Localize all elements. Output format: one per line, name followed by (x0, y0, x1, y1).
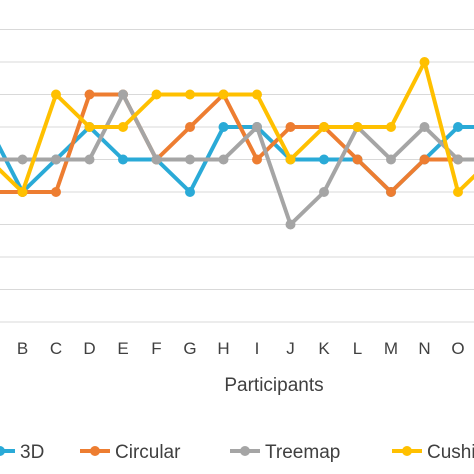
legend-label-cushion: Cushion (427, 442, 474, 463)
data-point-treemap-B (17, 154, 28, 165)
x-tick-label-M: M (384, 339, 398, 358)
data-point-treemap-H (218, 154, 229, 165)
data-point-circular-D (84, 89, 95, 100)
series-line-circular (0, 92, 474, 194)
x-tick-label-K: K (318, 339, 330, 358)
data-point-cushion-O (453, 187, 463, 197)
data-point-3d-O (453, 122, 463, 132)
data-point-cushion-K (319, 122, 329, 132)
x-tick-label-C: C (50, 339, 62, 358)
x-axis-title: Participants (224, 375, 323, 396)
legend-swatch-marker-3d (0, 446, 5, 456)
data-point-treemap-C (51, 154, 61, 165)
data-point-circular-C (51, 187, 61, 197)
legend-item-treemap: Treemap (230, 442, 340, 463)
data-point-circular-M (386, 187, 396, 197)
data-point-cushion-D (84, 122, 95, 132)
data-point-treemap-I (252, 122, 262, 132)
legend-item-3d: 3D (0, 442, 44, 463)
data-point-treemap-G (185, 154, 195, 165)
data-point-cushion-B (17, 187, 28, 197)
data-point-circular-J (285, 122, 296, 132)
data-point-cushion-M (386, 122, 396, 132)
data-point-treemap-D (84, 154, 95, 165)
legend-label-circular: Circular (115, 442, 181, 463)
data-point-cushion-N (419, 57, 430, 67)
data-point-treemap-O (453, 154, 463, 165)
x-tick-label-J: J (286, 339, 295, 358)
x-tick-label-N: N (418, 339, 430, 358)
data-point-treemap-M (386, 154, 396, 165)
data-point-cushion-J (285, 154, 296, 165)
data-point-cushion-E (118, 122, 128, 132)
data-point-circular-L (352, 154, 363, 165)
legend-swatch-marker-cushion (402, 446, 412, 456)
data-point-3d-E (118, 154, 128, 165)
legend-item-cushion: Cushion (392, 442, 474, 463)
x-tick-label-O: O (451, 339, 464, 358)
series-cushion (0, 57, 474, 197)
data-point-3d-H (218, 122, 229, 132)
data-point-treemap-K (319, 187, 329, 197)
data-point-cushion-I (252, 89, 262, 100)
x-tick-label-E: E (117, 339, 128, 358)
x-axis-tick-labels: B C D E F G H I J K L M N O (17, 339, 465, 358)
data-point-cushion-F (151, 89, 162, 100)
x-tick-label-H: H (217, 339, 229, 358)
data-point-treemap-J (285, 219, 296, 230)
data-point-circular-I (252, 154, 262, 165)
legend-label-treemap: Treemap (265, 442, 340, 463)
legend-label-3d: 3D (20, 442, 44, 463)
data-point-treemap-N (419, 122, 430, 132)
legend-item-circular: Circular (80, 442, 181, 463)
data-point-cushion-C (51, 89, 61, 100)
data-point-treemap-F (151, 154, 162, 165)
x-tick-label-L: L (353, 339, 362, 358)
legend-swatch-marker-treemap (240, 446, 250, 456)
data-point-circular-N (419, 154, 430, 165)
data-point-cushion-H (218, 89, 229, 100)
series-line-cushion (0, 60, 474, 194)
series-line-treemap (0, 92, 474, 227)
x-tick-label-D: D (83, 339, 95, 358)
data-point-circular-G (185, 122, 195, 132)
series-lines (0, 57, 474, 230)
data-point-3d-G (185, 187, 195, 197)
legend-swatch-marker-circular (90, 446, 100, 456)
data-point-3d-K (319, 154, 329, 165)
x-tick-label-G: G (183, 339, 196, 358)
data-point-cushion-L (352, 122, 363, 132)
x-tick-label-I: I (255, 339, 260, 358)
x-tick-label-B: B (17, 339, 28, 358)
legend: 3D Circular Treemap Cushion (0, 442, 474, 463)
x-tick-label-F: F (151, 339, 161, 358)
data-point-treemap-E (118, 89, 128, 100)
data-point-cushion-G (185, 89, 195, 100)
